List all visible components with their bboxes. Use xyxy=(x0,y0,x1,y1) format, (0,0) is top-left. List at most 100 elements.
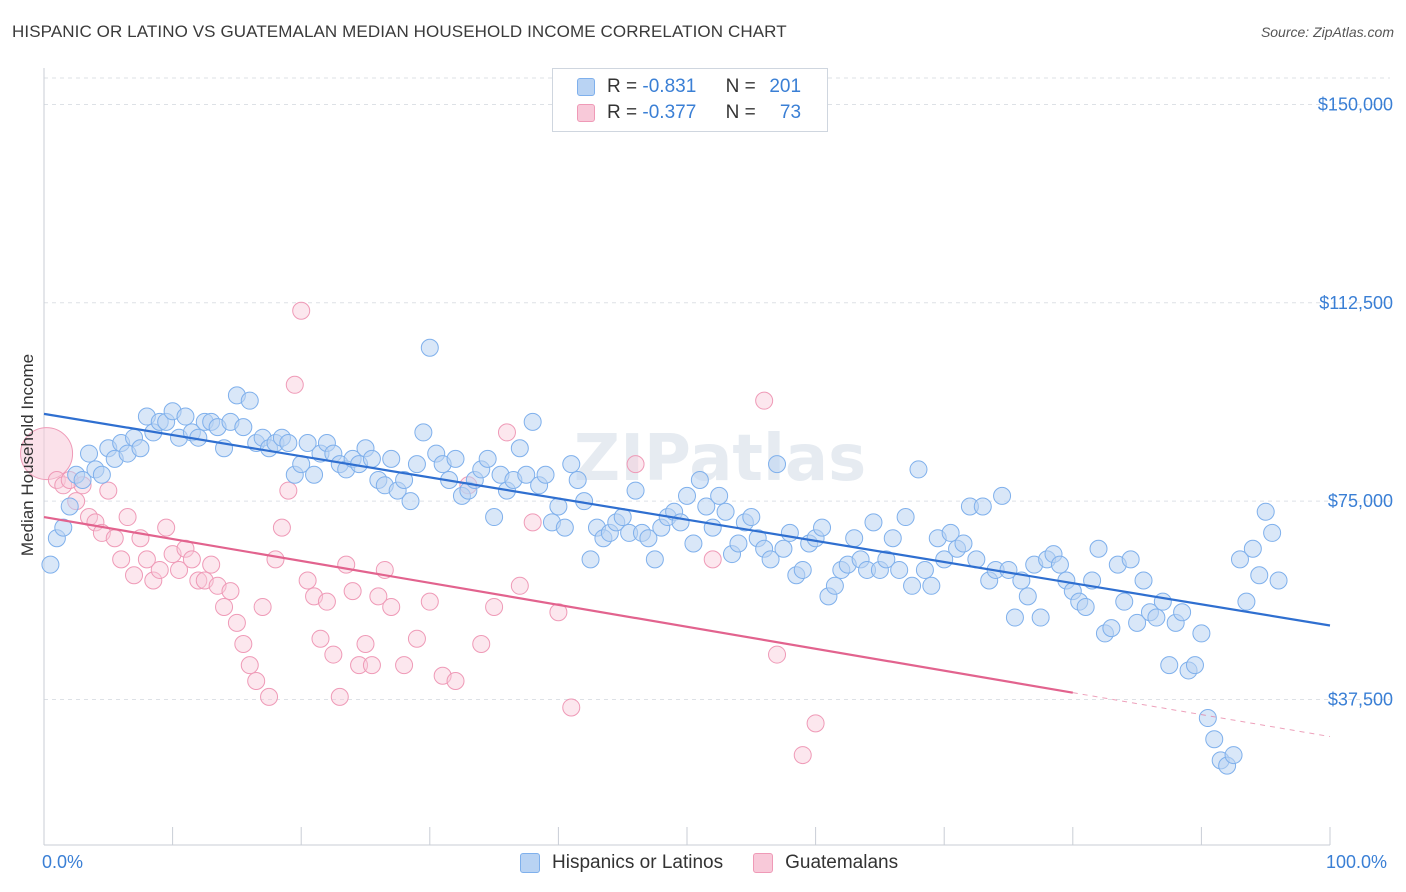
guatemalan-point xyxy=(202,555,221,574)
hispanic-point xyxy=(562,455,581,474)
hispanic-point xyxy=(1115,592,1134,611)
hispanic-trendline xyxy=(43,412,1331,627)
hispanic-point xyxy=(555,518,574,537)
guatemalan-point xyxy=(510,576,529,595)
hispanic-point xyxy=(414,423,433,442)
guatemalan-point xyxy=(472,634,491,653)
guatemalan-point xyxy=(806,714,825,733)
hispanic-point xyxy=(1050,555,1069,574)
hispanic-point xyxy=(896,508,915,527)
hispanic-point xyxy=(864,513,883,532)
legend-swatch-blue xyxy=(520,853,540,873)
guatemalan-point xyxy=(99,481,118,500)
hispanic-point xyxy=(60,497,79,516)
y-tick-label: $150,000 xyxy=(1318,94,1393,114)
hispanic-point xyxy=(1128,613,1147,632)
hispanic-point xyxy=(716,502,735,521)
hispanic-point xyxy=(1121,550,1140,569)
hispanic-point xyxy=(697,497,716,516)
hispanic-point xyxy=(1031,608,1050,627)
hispanic-point xyxy=(1224,746,1243,765)
guatemalan-point xyxy=(157,518,176,537)
guatemalan-point xyxy=(446,672,465,691)
legend-item-label: Guatemalans xyxy=(785,852,899,873)
guatemalan-point xyxy=(485,597,504,616)
hispanic-point xyxy=(1192,624,1211,643)
hispanic-point xyxy=(825,576,844,595)
hispanic-point xyxy=(922,576,941,595)
guatemalan-point xyxy=(260,687,279,706)
hispanic-point xyxy=(581,550,600,569)
hispanic-point xyxy=(703,518,722,537)
hispanic-point xyxy=(903,576,922,595)
hispanic-point xyxy=(780,523,799,542)
hispanic-point xyxy=(401,492,420,511)
guatemalan-point xyxy=(793,746,812,765)
hispanic-point xyxy=(671,513,690,532)
hispanic-point xyxy=(639,529,658,548)
legend-n-value: 201 xyxy=(769,76,802,97)
legend-row-hispanics: R = -0.831 N = 201 xyxy=(577,75,801,99)
guatemalan-point xyxy=(350,656,369,675)
guatemalan-point xyxy=(362,656,381,675)
correlation-legend: R = -0.831 N = 201 R = -0.377 N = 73 xyxy=(552,68,828,132)
guatemalan-point xyxy=(227,613,246,632)
guatemalan-point xyxy=(523,513,542,532)
guatemalan-point xyxy=(170,560,189,579)
y-tick-label: $112,500 xyxy=(1319,293,1393,313)
guatemalan-point xyxy=(144,571,163,590)
guatemalan-point xyxy=(182,550,201,569)
legend-swatch-pink xyxy=(577,104,595,122)
guatemalan-point xyxy=(356,634,375,653)
guatemalan-point xyxy=(768,645,787,664)
hispanic-point xyxy=(729,534,748,553)
hispanic-point xyxy=(1076,597,1095,616)
y-axis-label: Median Household Income xyxy=(18,353,37,557)
y-tick-label: $75,000 xyxy=(1328,491,1393,511)
hispanic-point xyxy=(1018,587,1037,606)
guatemalan-point xyxy=(112,550,131,569)
guatemalan-point xyxy=(221,582,240,601)
hispanic-point xyxy=(954,534,973,553)
hispanic-point xyxy=(890,560,909,579)
guatemalan-point xyxy=(189,571,208,590)
hispanic-point xyxy=(793,560,812,579)
guatemalan-point xyxy=(279,481,298,500)
hispanic-point xyxy=(1237,592,1256,611)
hispanic-point xyxy=(240,391,259,410)
x-tick-label-max: 100.0% xyxy=(1326,852,1388,872)
hispanic-point xyxy=(176,407,195,426)
legend-item-label: Hispanics or Latinos xyxy=(552,852,724,873)
guatemalan-point xyxy=(420,592,439,611)
hispanic-point xyxy=(510,439,529,458)
hispanic-point xyxy=(1102,619,1121,638)
guatemalan-point xyxy=(395,656,414,675)
guatemalan-point xyxy=(240,656,259,675)
hispanic-point xyxy=(41,555,60,574)
legend-swatch-pink xyxy=(753,853,774,873)
hispanic-point xyxy=(485,508,504,527)
hispanic-point xyxy=(305,465,324,484)
guatemalan-point xyxy=(150,560,169,579)
hispanic-point xyxy=(1243,539,1262,558)
hispanic-point xyxy=(80,444,99,463)
hispanic-point xyxy=(420,338,439,357)
hispanic-point xyxy=(1250,566,1269,585)
hispanic-point xyxy=(407,455,426,474)
y-tick-label: $37,500 xyxy=(1328,690,1393,710)
guatemalan-point xyxy=(382,597,401,616)
hispanic-point xyxy=(92,465,111,484)
legend-r-label: R = xyxy=(607,102,638,123)
hispanic-point xyxy=(73,471,92,490)
hispanic-point xyxy=(478,449,497,468)
hispanic-point xyxy=(1173,603,1192,622)
hispanic-point xyxy=(690,471,709,490)
hispanic-point xyxy=(446,449,465,468)
guatemalan-point xyxy=(20,427,74,481)
guatemalan-point xyxy=(234,634,253,653)
hispanic-point xyxy=(536,465,555,484)
guatemalan-point xyxy=(247,672,266,691)
chart-source: Source: ZipAtlas.com xyxy=(1260,24,1394,40)
hispanic-point xyxy=(517,465,536,484)
hispanic-point xyxy=(1263,523,1282,542)
